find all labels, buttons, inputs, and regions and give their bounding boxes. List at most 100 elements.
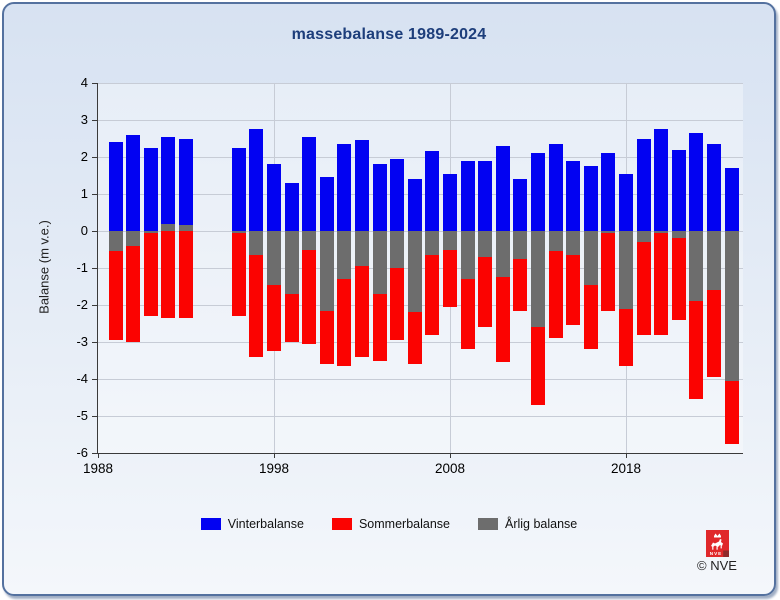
bar-winter-2016 — [583, 166, 598, 231]
bar-annual-2017 — [601, 231, 616, 233]
y-tick — [92, 157, 97, 158]
bar-winter-2024 — [724, 168, 739, 231]
bar-summer-1996 — [231, 231, 246, 317]
bar-annual-2007 — [425, 231, 440, 256]
summer-swatch-icon — [331, 518, 352, 530]
legend-item-annual: Årlig balanse — [477, 517, 577, 531]
bar-winter-2014 — [548, 144, 563, 231]
y-tick — [92, 453, 97, 454]
bar-annual-2020 — [654, 231, 669, 233]
bar-winter-2003 — [355, 140, 369, 231]
bar-winter-2013 — [531, 153, 545, 231]
bar-winter-2004 — [372, 164, 387, 231]
y-tick-label: -6 — [76, 445, 88, 460]
legend-item-winter: Vinterbalanse — [200, 517, 304, 531]
y-tick — [92, 379, 97, 380]
bar-summer-2017 — [601, 231, 616, 311]
bar-annual-2022 — [689, 231, 704, 302]
bar-annual-2013 — [531, 231, 545, 328]
y-tick — [92, 231, 97, 232]
y-tick-label: -2 — [76, 297, 88, 312]
bar-annual-2016 — [583, 231, 598, 285]
bar-annual-2019 — [636, 231, 651, 243]
bar-summer-1989 — [108, 231, 123, 341]
bar-winter-2007 — [425, 151, 440, 231]
bar-summer-2007 — [425, 231, 440, 335]
copyright-text: © NVE — [697, 558, 737, 573]
legend-item-summer: Sommerbalanse — [331, 517, 450, 531]
bar-winter-2015 — [566, 160, 581, 231]
x-tick — [450, 453, 451, 458]
bar-summer-2000 — [302, 231, 317, 344]
x-tick — [626, 453, 627, 458]
y-tick-label: 0 — [80, 223, 88, 238]
gridline-h — [98, 119, 743, 121]
bar-summer-1990 — [126, 231, 141, 342]
y-tick — [92, 120, 97, 121]
bar-annual-2009 — [460, 231, 475, 280]
y-tick-label: 4 — [80, 75, 88, 90]
bar-annual-1991 — [143, 231, 158, 233]
y-tick-label: 3 — [80, 112, 88, 127]
y-tick — [92, 268, 97, 269]
bar-winter-2011 — [495, 145, 510, 231]
bar-annual-1989 — [108, 231, 123, 252]
bar-annual-2008 — [443, 231, 457, 250]
y-tick-label: -4 — [76, 371, 88, 386]
bar-annual-1996 — [231, 231, 246, 233]
bar-annual-2005 — [390, 231, 405, 268]
bar-summer-1997 — [249, 231, 264, 357]
bar-annual-1997 — [249, 231, 264, 256]
bar-annual-2002 — [337, 231, 352, 280]
bar-winter-2006 — [407, 179, 422, 231]
x-tick — [98, 453, 99, 458]
gridline-h — [98, 156, 743, 158]
bar-winter-2001 — [319, 177, 334, 231]
bar-summer-1993 — [179, 231, 193, 318]
bar-summer-1992 — [161, 231, 176, 318]
bar-winter-1999 — [284, 182, 299, 231]
winter-swatch-icon — [200, 518, 221, 530]
bar-annual-2006 — [407, 231, 422, 313]
bar-annual-2012 — [513, 231, 528, 259]
x-tick-label: 2008 — [434, 461, 466, 476]
bar-winter-2022 — [689, 132, 704, 231]
y-axis-label: Balanse (m v.e.) — [36, 220, 52, 314]
nve-logo-icon: NVE — [705, 530, 729, 557]
y-tick-label: -3 — [76, 334, 88, 349]
y-tick — [92, 194, 97, 195]
bar-summer-2020 — [654, 231, 669, 335]
y-tick-label: -1 — [76, 260, 88, 275]
bar-winter-2002 — [337, 144, 352, 231]
bar-summer-1991 — [143, 231, 158, 317]
bar-annual-1998 — [267, 231, 281, 285]
bar-summer-2014 — [548, 231, 563, 339]
bar-winter-1993 — [179, 138, 193, 231]
bar-winter-1989 — [108, 142, 123, 231]
bar-annual-1990 — [126, 231, 141, 246]
bar-annual-2021 — [671, 231, 686, 239]
svg-text:NVE: NVE — [709, 551, 721, 556]
nve-brand: NVE © NVE — [691, 530, 743, 573]
bar-winter-2019 — [636, 138, 651, 231]
bar-annual-2001 — [319, 231, 334, 311]
bar-annual-2003 — [355, 231, 369, 267]
x-tick-label: 1998 — [258, 461, 290, 476]
bar-winter-2023 — [707, 144, 721, 231]
gridline-h — [98, 415, 743, 417]
bar-annual-2000 — [302, 231, 317, 250]
bar-winter-2020 — [654, 129, 669, 231]
bar-winter-1998 — [267, 164, 281, 231]
gridline-h — [98, 82, 743, 84]
x-tick — [274, 453, 275, 458]
y-tick — [92, 342, 97, 343]
legend-label-winter: Vinterbalanse — [227, 517, 304, 531]
chart-title: massebalanse 1989-2024 — [291, 26, 487, 43]
bar-winter-2005 — [390, 158, 405, 231]
bar-summer-2021 — [671, 231, 686, 320]
bar-winter-1997 — [249, 129, 264, 231]
bar-winter-2008 — [443, 173, 457, 231]
bar-annual-2010 — [478, 231, 493, 257]
bar-annual-2018 — [619, 231, 633, 309]
